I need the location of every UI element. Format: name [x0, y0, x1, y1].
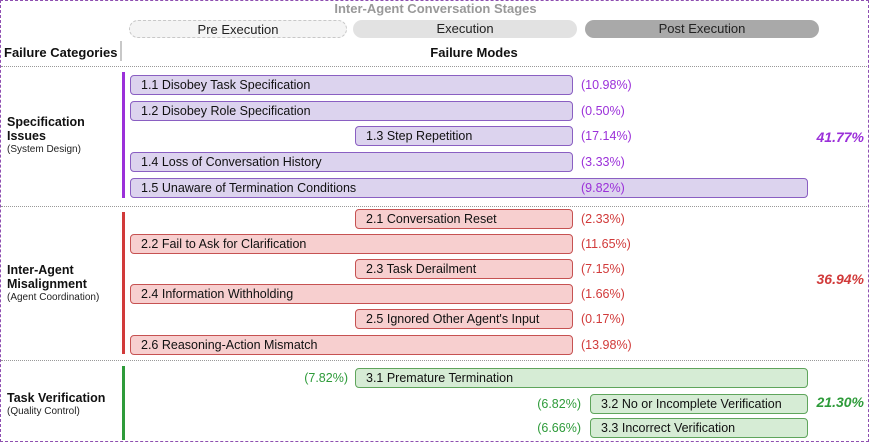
category-task-verification: Task Verification (Quality Control)	[7, 391, 117, 418]
header-failure-modes: Failure Modes	[430, 45, 518, 60]
category-subtitle: (System Design)	[7, 144, 81, 155]
category-bar-inter-agent	[122, 212, 125, 354]
header-separator	[120, 41, 122, 61]
failure-mode-1-1: 1.1 Disobey Task Specification	[130, 75, 573, 95]
failure-mode-percent: (1.66%)	[581, 287, 625, 301]
failure-mode-1-2: 1.2 Disobey Role Specification	[130, 101, 573, 121]
failure-mode-percent: (6.82%)	[537, 397, 581, 411]
stage-pre-execution: Pre Execution	[129, 20, 347, 38]
section-divider	[1, 360, 867, 361]
failure-mode-2-4: 2.4 Information Withholding	[130, 284, 573, 304]
failure-mode-percent: (11.65%)	[581, 237, 631, 251]
section-divider	[1, 66, 867, 67]
failure-mode-2-2: 2.2 Fail to Ask for Clarification	[130, 234, 573, 254]
failure-mode-percent: (0.17%)	[581, 312, 625, 326]
failure-mode-2-6: 2.6 Reasoning-Action Mismatch	[130, 335, 573, 355]
category-total-inter-agent: 36.94%	[816, 271, 864, 287]
category-name: Task Verification	[7, 391, 106, 405]
failure-mode-3-2: 3.2 No or Incomplete Verification	[590, 394, 808, 414]
failure-mode-percent: (9.82%)	[581, 181, 625, 195]
failure-mode-percent: (17.14%)	[581, 129, 632, 143]
failure-mode-3-1: 3.1 Premature Termination	[355, 368, 808, 388]
failure-mode-percent: (3.33%)	[581, 155, 625, 169]
failure-mode-3-3: 3.3 Incorrect Verification	[590, 418, 808, 438]
category-name: Misalignment	[7, 277, 87, 291]
header-failure-categories: Failure Categories	[4, 45, 118, 60]
stage-post-execution: Post Execution	[585, 20, 819, 38]
category-specification-issues: Specification Issues (System Design)	[7, 115, 117, 156]
category-name: Inter-Agent	[7, 263, 74, 277]
category-name: Specification	[7, 115, 85, 129]
stage-execution: Execution	[353, 20, 577, 38]
category-subtitle: (Quality Control)	[7, 406, 80, 417]
failure-mode-1-5: 1.5 Unaware of Termination Conditions	[130, 178, 808, 198]
diagram-title: Inter-Agent Conversation Stages	[334, 1, 537, 16]
failure-mode-percent: (6.66%)	[537, 421, 581, 435]
failure-mode-percent: (2.33%)	[581, 212, 625, 226]
failure-mode-percent: (7.15%)	[581, 262, 625, 276]
failure-mode-percent: (10.98%)	[581, 78, 632, 92]
failure-mode-2-5: 2.5 Ignored Other Agent's Input	[355, 309, 573, 329]
category-bar-task-verification	[122, 366, 125, 440]
category-bar-specification	[122, 72, 125, 198]
failure-mode-2-1: 2.1 Conversation Reset	[355, 209, 573, 229]
failure-mode-1-4: 1.4 Loss of Conversation History	[130, 152, 573, 172]
category-name: Issues	[7, 129, 46, 143]
failure-mode-2-3: 2.3 Task Derailment	[355, 259, 573, 279]
failure-mode-percent: (0.50%)	[581, 104, 625, 118]
section-divider	[1, 206, 867, 207]
failure-mode-percent: (13.98%)	[581, 338, 632, 352]
category-inter-agent-misalignment: Inter-Agent Misalignment (Agent Coordina…	[7, 263, 117, 304]
failure-mode-percent: (7.82%)	[304, 371, 348, 385]
category-total-specification: 41.77%	[816, 129, 864, 145]
category-total-task-verification: 21.30%	[816, 394, 864, 410]
category-subtitle: (Agent Coordination)	[7, 292, 100, 303]
failure-mode-1-3: 1.3 Step Repetition	[355, 126, 573, 146]
